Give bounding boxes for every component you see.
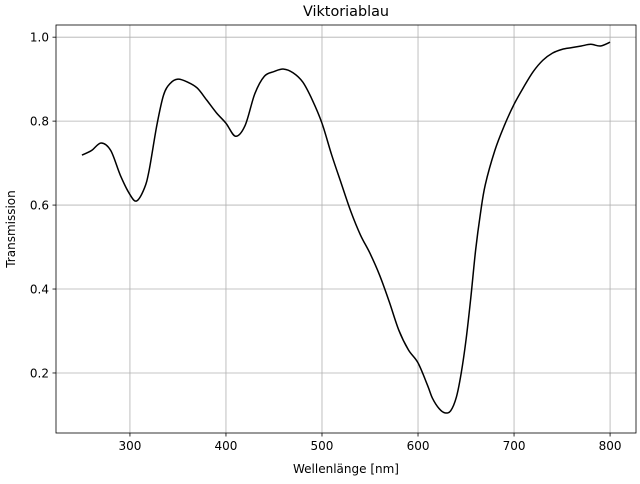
- y-tick-label: 0.6: [30, 199, 49, 213]
- y-axis-label: Transmission: [4, 190, 18, 269]
- x-tick-label: 400: [215, 439, 238, 453]
- x-tick-label: 500: [311, 439, 334, 453]
- chart-title: Viktoriablau: [303, 4, 389, 20]
- x-tick-label: 700: [503, 439, 526, 453]
- y-tick-label: 0.4: [30, 283, 49, 297]
- y-tick-label: 0.8: [30, 115, 49, 129]
- x-axis-label: Wellenlänge [nm]: [293, 462, 399, 476]
- series-line: [81, 41, 611, 414]
- series-group: [81, 41, 611, 414]
- y-tick-label: 0.2: [30, 366, 49, 380]
- x-tick-label: 800: [599, 439, 622, 453]
- grid: [56, 25, 636, 433]
- x-tick-label: 300: [118, 439, 141, 453]
- x-tick-label: 600: [407, 439, 430, 453]
- y-tick-label: 1.0: [30, 31, 49, 45]
- ticks: 300 400 500 600 700 800 0.2 0.4 0.6 0.8 1.0: [30, 31, 622, 453]
- plot-frame: [55, 24, 637, 434]
